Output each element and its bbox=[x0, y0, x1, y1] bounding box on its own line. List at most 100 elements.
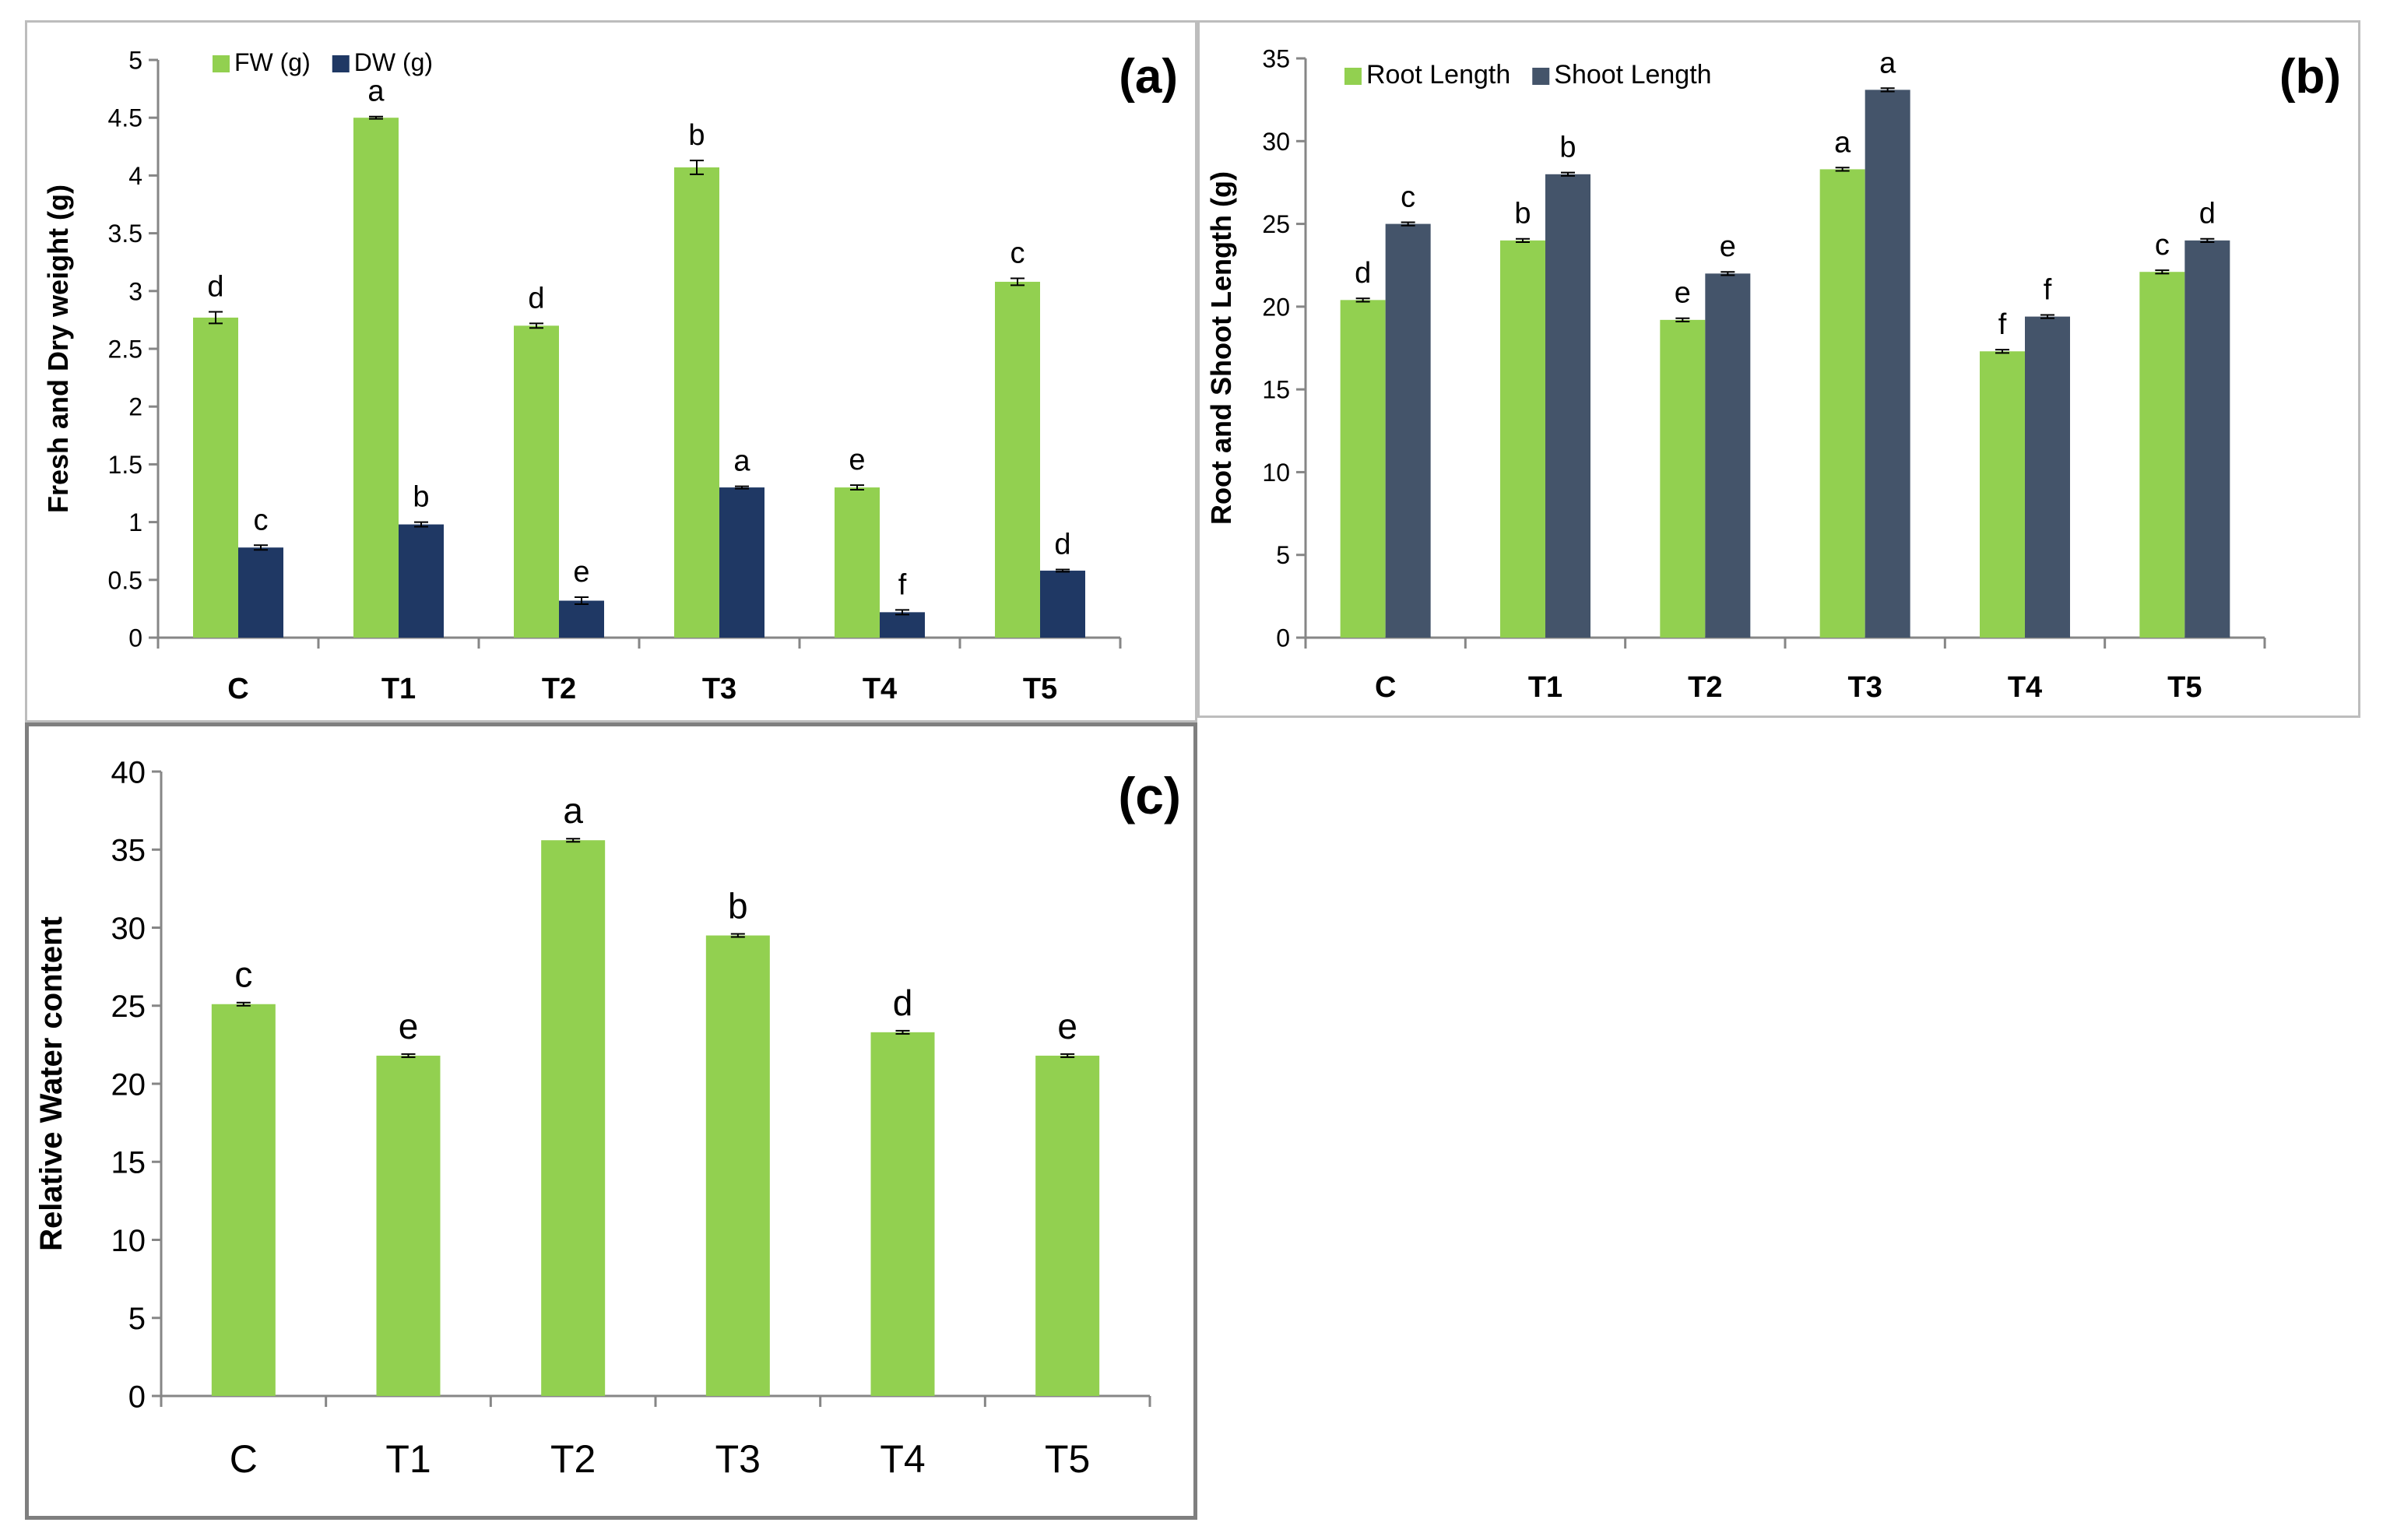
significance-label: d bbox=[2199, 198, 2216, 230]
bar-c-s0-T1 bbox=[376, 1055, 441, 1396]
bar-a-s0-T3 bbox=[674, 167, 719, 638]
y-tick-label: 1 bbox=[128, 508, 142, 536]
bar-a-s1-T2 bbox=[559, 600, 604, 638]
x-tick-label: T4 bbox=[863, 673, 897, 705]
y-tick-label: 4 bbox=[128, 162, 142, 190]
significance-label: f bbox=[2044, 273, 2052, 306]
x-tick-label: T5 bbox=[1045, 1437, 1090, 1481]
bar-b-s0-T3 bbox=[1819, 169, 1865, 638]
significance-label: e bbox=[849, 444, 865, 476]
significance-label: a bbox=[733, 445, 750, 478]
legend-swatch bbox=[1344, 68, 1362, 85]
chart-c-svg: 0 5 10 15 20 25 30 35 40 C T1 T2 T3 T4 T5 Relative Wate… bbox=[34, 755, 1181, 1481]
y-tick-label: 40 bbox=[111, 755, 146, 789]
x-tick-label: C bbox=[227, 673, 248, 705]
significance-label: a bbox=[563, 790, 583, 831]
bar-c-s0-T2 bbox=[541, 840, 606, 1396]
significance-label: d bbox=[893, 983, 913, 1023]
y-tick-label: 25 bbox=[111, 990, 146, 1024]
y-tick-label: 0 bbox=[1276, 624, 1290, 652]
significance-label: f bbox=[898, 568, 907, 601]
y-tick-label: 1.5 bbox=[108, 451, 142, 479]
x-tick-label: T2 bbox=[542, 673, 576, 705]
bar-b-s0-T2 bbox=[1660, 319, 1706, 638]
y-axis-title: Relative Water content bbox=[34, 916, 69, 1251]
bar-c-s0-T5 bbox=[1035, 1055, 1100, 1396]
bar-b-s0-C bbox=[1340, 300, 1386, 638]
x-tick-label: T4 bbox=[2008, 671, 2042, 704]
significance-label: b bbox=[688, 119, 705, 152]
y-tick-label: 5 bbox=[128, 47, 142, 75]
x-tick-label: T2 bbox=[1688, 671, 1722, 704]
bar-b-s0-T1 bbox=[1500, 240, 1545, 638]
chart-panel-b: 0 5 10 15 20 25 30 35 C T1 T2 T3 T4 T5 Root and Shoot … bbox=[1197, 20, 2360, 718]
bar-a-s0-T4 bbox=[835, 487, 880, 638]
x-tick-label: T5 bbox=[2167, 671, 2202, 704]
significance-label: e bbox=[573, 556, 589, 589]
x-tick-label: T2 bbox=[550, 1437, 596, 1481]
y-tick-label: 0 bbox=[128, 624, 142, 652]
significance-label: d bbox=[528, 282, 544, 315]
y-axis-title: Fresh and Dry weight (g) bbox=[42, 185, 74, 513]
y-tick-label: 25 bbox=[1262, 210, 1290, 238]
chart-panel-a: 0 0.5 1 1.5 2 2.5 3 3.5 4 4.5 5 C T1 T2 T3 T4 T5 Fresh an… bbox=[25, 20, 1197, 723]
legend-swatch bbox=[1532, 68, 1550, 85]
bar-a-s1-T1 bbox=[399, 524, 444, 638]
significance-label: c bbox=[234, 955, 252, 995]
y-tick-label: 5 bbox=[1276, 541, 1290, 569]
significance-label: c bbox=[1401, 181, 1415, 213]
y-tick-label: 0.5 bbox=[108, 566, 142, 594]
significance-label: a bbox=[1879, 47, 1896, 79]
significance-label: d bbox=[1054, 528, 1070, 561]
y-axis-title: Root and Shoot Length (g) bbox=[1205, 171, 1237, 525]
panel-label: (a) bbox=[1119, 50, 1178, 104]
bar-c-s0-T3 bbox=[705, 935, 770, 1396]
legend-swatch bbox=[213, 55, 230, 72]
bar-a-s1-T3 bbox=[719, 487, 764, 638]
legend-label: Root Length bbox=[1366, 60, 1510, 90]
significance-label: e bbox=[1057, 1006, 1077, 1046]
significance-label: e bbox=[399, 1006, 419, 1046]
bar-b-s0-T5 bbox=[2139, 272, 2185, 638]
legend-swatch bbox=[332, 55, 350, 72]
chart-a-svg: 0 0.5 1 1.5 2 2.5 3 3.5 4 4.5 5 C T1 T2 T3 T4 T5 Fresh an… bbox=[42, 47, 1178, 705]
x-tick-label: C bbox=[1375, 671, 1396, 704]
legend-label: FW (g) bbox=[234, 48, 311, 76]
significance-label: e bbox=[1675, 277, 1691, 310]
x-tick-label: T5 bbox=[1023, 673, 1057, 705]
x-tick-label: T4 bbox=[880, 1437, 925, 1481]
x-tick-label: T3 bbox=[702, 673, 736, 705]
bar-b-s1-C bbox=[1385, 223, 1431, 638]
bar-b-s0-T4 bbox=[1980, 351, 2025, 638]
significance-label: f bbox=[1998, 308, 2007, 341]
bar-b-s1-T1 bbox=[1545, 174, 1590, 638]
significance-label: c bbox=[254, 504, 269, 536]
x-tick-label: T1 bbox=[385, 1437, 431, 1481]
y-tick-label: 2 bbox=[128, 393, 142, 421]
bar-a-s1-C bbox=[238, 547, 283, 638]
legend-label: DW (g) bbox=[354, 48, 433, 76]
bar-c-s0-C bbox=[211, 1004, 276, 1396]
y-tick-label: 2.5 bbox=[108, 336, 142, 364]
significance-label: b bbox=[1514, 198, 1531, 230]
bar-b-s1-T3 bbox=[1865, 90, 1910, 638]
bar-c-s0-T4 bbox=[870, 1032, 935, 1396]
y-tick-label: 15 bbox=[1262, 376, 1290, 404]
chart-b-svg: 0 5 10 15 20 25 30 35 C T1 T2 T3 T4 T5 Root and Shoot … bbox=[1205, 45, 2341, 704]
significance-label: a bbox=[1834, 126, 1851, 159]
bar-a-s0-T2 bbox=[514, 325, 559, 638]
significance-label: e bbox=[1720, 230, 1736, 263]
bar-a-s0-C bbox=[193, 317, 238, 638]
y-tick-label: 30 bbox=[111, 912, 146, 946]
panel-label: (c) bbox=[1118, 767, 1181, 824]
y-tick-label: 20 bbox=[111, 1067, 146, 1102]
y-tick-label: 35 bbox=[111, 834, 146, 868]
x-tick-label: T3 bbox=[715, 1437, 761, 1481]
y-tick-label: 30 bbox=[1262, 128, 1290, 156]
significance-label: a bbox=[367, 76, 385, 108]
y-tick-label: 3 bbox=[128, 277, 142, 305]
bar-a-s1-T4 bbox=[880, 612, 925, 638]
y-tick-label: 10 bbox=[1262, 459, 1290, 487]
significance-label: b bbox=[413, 481, 429, 514]
y-tick-label: 20 bbox=[1262, 293, 1290, 321]
